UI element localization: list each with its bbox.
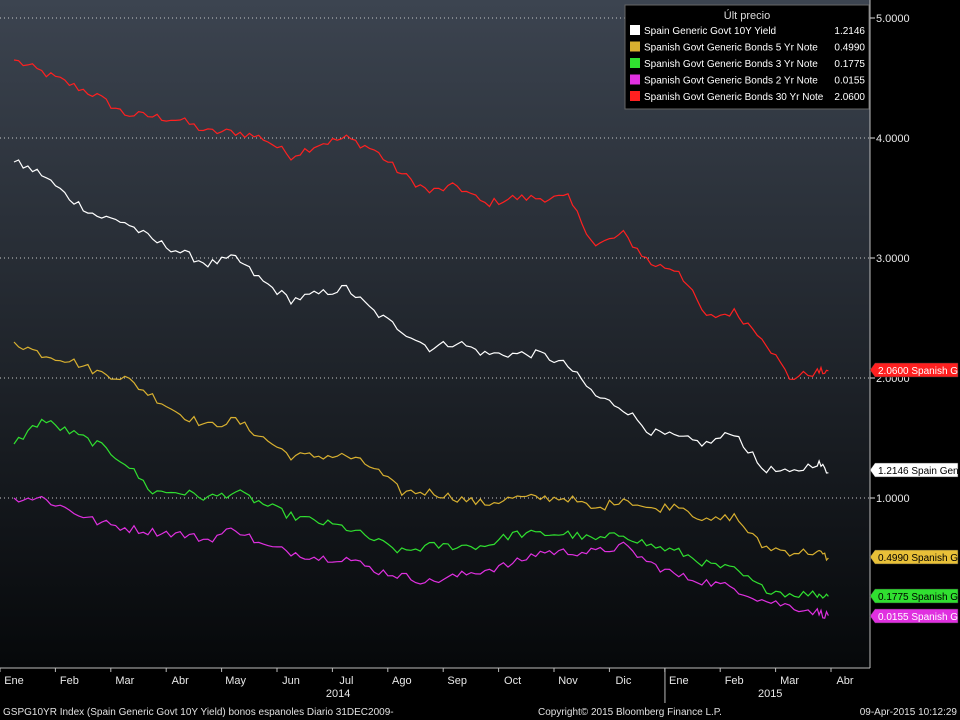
series-line <box>13 159 829 474</box>
legend-entry: Spanish Govt Generic Bonds 3 Yr Note 0.17… <box>630 58 865 70</box>
x-tick-label: Feb <box>60 675 79 687</box>
legend-entry: Spanish Govt Generic Bonds 30 Yr Note 2.0… <box>630 91 865 103</box>
x-tick-label: Feb <box>725 675 744 687</box>
legend-entry: Spain Generic Govt 10Y Yield 1.2146 <box>630 25 865 37</box>
y-tick-label: 5.0000 <box>876 13 910 25</box>
footer-timestamp: 09-Apr-2015 10:12:29 <box>860 707 958 718</box>
legend-entry: Spanish Govt Generic Bonds 2 Yr Note 0.01… <box>630 74 865 87</box>
x-tick-label: Mar <box>780 675 799 687</box>
legend-entry: Spanish Govt Generic Bonds 5 Yr Note 0.49… <box>630 41 865 54</box>
legend-swatch <box>630 74 640 85</box>
x-tick-label: Ene <box>4 675 24 687</box>
x-tick-label: Jun <box>282 675 300 687</box>
series-line <box>13 495 829 619</box>
x-tick-label: Mar <box>115 675 134 687</box>
legend-label: Spanish Govt Generic Bonds 30 Yr Note <box>644 92 824 103</box>
last-value-tag: 2.0600 Spanish G <box>869 362 959 378</box>
last-value-tag: 0.0155 Spanish G <box>869 608 959 624</box>
x-axis: Ene Feb Mar Abr May Jun Jul Ago Sep Oct Nov Dic Ene F… <box>0 667 870 703</box>
legend-value: 0.4990 <box>834 43 865 54</box>
x-tick-label: Abr <box>836 675 853 687</box>
year-label: 2015 <box>758 688 782 700</box>
legend-label: Spanish Govt Generic Bonds 5 Yr Note <box>644 43 818 54</box>
series-line <box>13 418 829 599</box>
legend-swatch <box>630 41 640 52</box>
legend-value: 0.1775 <box>834 59 865 70</box>
legend-box <box>624 4 870 110</box>
tag-box <box>869 608 959 624</box>
series-layer <box>13 59 829 619</box>
tag-label: 2.0600 Spanish G <box>878 366 958 377</box>
last-value-tag: 0.1775 Spanish G <box>869 588 959 604</box>
legend-label: Spain Generic Govt 10Y Yield <box>644 26 776 37</box>
x-tick-label: Nov <box>558 675 578 687</box>
x-tick-label: May <box>225 675 246 687</box>
legend-label: Spanish Govt Generic Bonds 2 Yr Note <box>644 76 818 87</box>
tag-label: 0.4990 Spanish G <box>878 553 958 564</box>
plot-background <box>0 0 870 668</box>
tag-label: 0.1775 Spanish G <box>878 592 958 603</box>
x-tick-label: Ago <box>392 675 412 687</box>
legend: Últ precio Spain Generic Govt 10Y Yield 1.… <box>624 4 870 110</box>
x-tick-label: Abr <box>172 675 189 687</box>
legend-value: 1.2146 <box>834 26 865 37</box>
x-tick-label: Jul <box>339 675 353 687</box>
legend-value: 2.0600 <box>834 92 865 103</box>
y-tick-label: 1.0000 <box>876 493 910 505</box>
legend-swatch <box>630 25 640 35</box>
legend-title: Últ precio <box>724 9 770 22</box>
x-tick-label: Oct <box>504 675 521 687</box>
x-tick-label: Ene <box>669 675 689 687</box>
x-tick-label: Sep <box>447 675 467 687</box>
legend-label: Spanish Govt Generic Bonds 3 Yr Note <box>644 59 818 70</box>
tag-box <box>869 588 959 604</box>
tag-box <box>869 462 959 478</box>
legend-swatch <box>630 58 640 68</box>
last-value-tag: 1.2146 Spain Gen <box>869 462 959 478</box>
series-line <box>13 341 829 562</box>
legend-value: 0.0155 <box>834 76 865 87</box>
x-tick-label: Dic <box>615 675 631 687</box>
legend-swatch <box>630 91 640 101</box>
footer-copyright: Copyright© 2015 Bloomberg Finance L.P. <box>538 707 722 718</box>
last-value-tag: 0.4990 Spanish G <box>869 549 959 565</box>
last-value-tags: 2.0600 Spanish G 1.2146 Spain Gen 0.4990 S… <box>869 362 959 624</box>
tag-label: 0.0155 Spanish G <box>878 612 958 623</box>
footer-source: GSPG10YR Index (Spain Generic Govt 10Y Y… <box>3 707 394 718</box>
series-line <box>13 59 829 381</box>
y-tick-label: 4.0000 <box>876 133 910 145</box>
tag-label: 1.2146 Spain Gen <box>878 466 959 477</box>
tag-box <box>869 362 959 378</box>
y-tick-label: 3.0000 <box>876 253 910 265</box>
year-label: 2014 <box>326 688 350 700</box>
tag-box <box>869 549 959 565</box>
